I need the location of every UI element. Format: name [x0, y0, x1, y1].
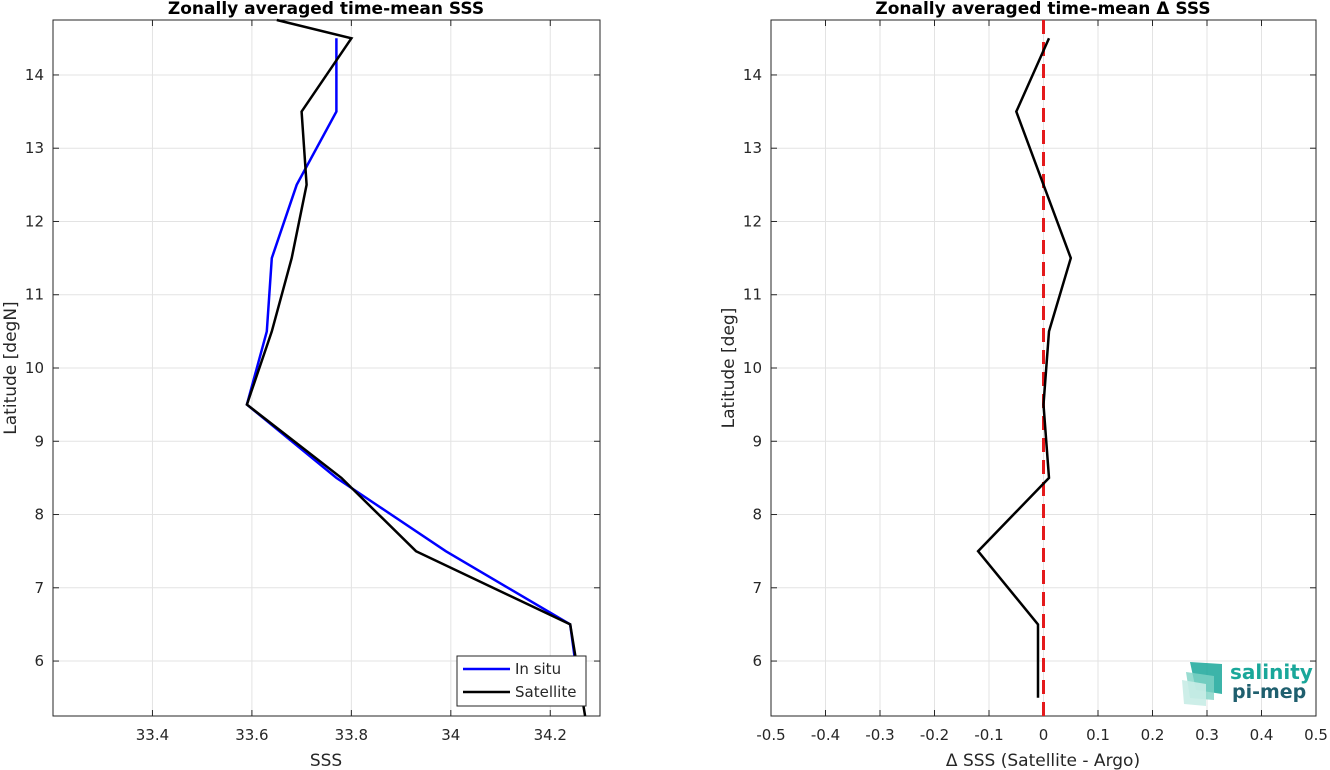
sss-xlabel: SSS	[310, 751, 342, 770]
x-tick-label: -0.3	[865, 726, 894, 744]
y-tick-label: 13	[25, 139, 44, 157]
x-tick-label: 0.3	[1195, 726, 1219, 744]
y-tick-label: 7	[34, 579, 44, 597]
y-tick-label: 14	[743, 66, 762, 84]
y-tick-label: 8	[34, 506, 44, 524]
y-tick-label: 10	[25, 359, 44, 377]
y-tick-label: 9	[34, 432, 44, 450]
x-tick-label: 33.6	[235, 726, 268, 744]
delta-title: Zonally averaged time-mean Δ SSS	[875, 0, 1210, 19]
logo-line2: pi-mep	[1232, 681, 1306, 703]
y-tick-label: 6	[752, 652, 762, 670]
x-tick-label: -0.2	[920, 726, 949, 744]
legend-box	[456, 655, 587, 707]
x-tick-label: -0.5	[756, 726, 785, 744]
sss-panel: 33.4 33.6 33.8 34 34.2 6 7 8 9 10 11 12 13 14 Zonally…	[1, 0, 601, 770]
x-tick-label: 0.4	[1250, 726, 1274, 744]
sss-grid	[53, 20, 600, 716]
x-tick-label: 0.5	[1304, 726, 1328, 744]
x-tick-label: 0	[1039, 726, 1049, 744]
satellite-series-line	[245, 18, 587, 717]
delta-grid	[770, 20, 1317, 716]
y-tick-label: 9	[752, 432, 762, 450]
legend-insitu-label: In situ	[515, 660, 561, 678]
y-tick-label: 14	[25, 66, 44, 84]
x-tick-label: 33.4	[136, 726, 169, 744]
y-tick-label: 8	[752, 506, 762, 524]
y-tick-label: 12	[25, 212, 44, 230]
delta-series-line	[976, 37, 1073, 698]
sss-title: Zonally averaged time-mean SSS	[168, 0, 484, 19]
delta-sss-panel: -0.5 -0.4 -0.3 -0.2 -0.1 0 0.1 0.2 0.3 0.4 0.5 6 7 8 9…	[719, 0, 1328, 770]
delta-xlabel: Δ SSS (Satellite - Argo)	[946, 751, 1140, 770]
x-tick-label: 0.2	[1141, 726, 1165, 744]
sss-series	[245, 18, 587, 717]
y-tick-label: 10	[743, 359, 762, 377]
wave-logo-icon	[1182, 662, 1222, 706]
salinity-pi-mep-logo: salinity pi-mep	[1182, 660, 1313, 706]
delta-ticks: -0.5 -0.4 -0.3 -0.2 -0.1 0 0.1 0.2 0.3 0.4 0.5 6 7 8 9…	[743, 20, 1328, 744]
x-tick-label: -0.4	[811, 726, 840, 744]
legend-satellite-label: Satellite	[515, 683, 576, 701]
logo-line1: salinity	[1230, 660, 1313, 684]
x-tick-label: -0.1	[974, 726, 1003, 744]
y-tick-label: 11	[743, 286, 762, 304]
x-tick-label: 34.2	[534, 726, 567, 744]
sss-legend: In situ Satellite	[456, 655, 587, 707]
x-tick-label: 34	[441, 726, 460, 744]
y-tick-label: 11	[25, 286, 44, 304]
x-tick-label: 33.8	[335, 726, 368, 744]
in-situ-series-line	[245, 38, 582, 698]
y-tick-label: 12	[743, 212, 762, 230]
delta-ylabel: Latitude [deg]	[719, 308, 739, 429]
y-tick-label: 6	[34, 652, 44, 670]
y-tick-label: 13	[743, 139, 762, 157]
sss-ylabel: Latitude [degN]	[1, 301, 21, 434]
sss-ticks: 33.4 33.6 33.8 34 34.2 6 7 8 9 10 11 12 13 14	[25, 20, 600, 744]
delta-series	[976, 37, 1073, 698]
x-tick-label: 0.1	[1086, 726, 1110, 744]
y-tick-label: 7	[752, 579, 762, 597]
